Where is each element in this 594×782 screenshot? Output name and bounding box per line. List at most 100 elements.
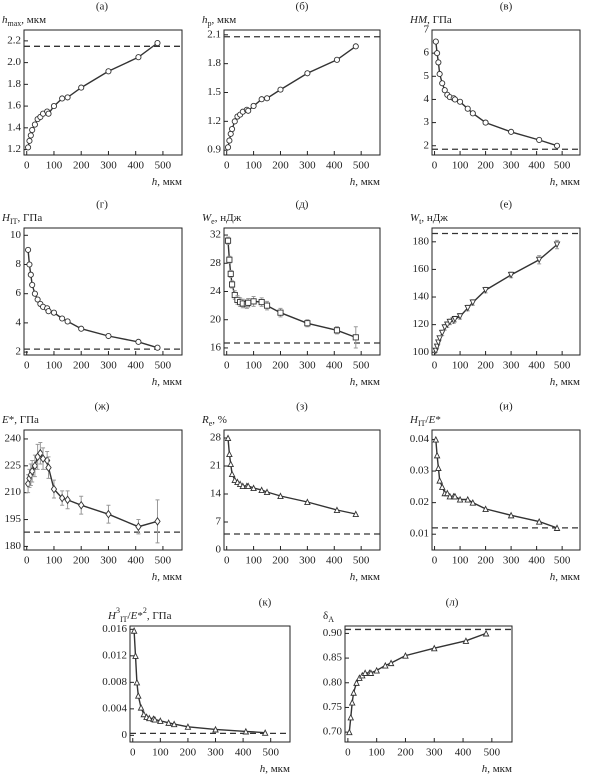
data-point xyxy=(350,689,357,696)
y-axis-label: HM, ГПа xyxy=(409,14,452,26)
label-part: , мкм xyxy=(555,376,580,388)
data-point xyxy=(435,464,442,471)
data-point xyxy=(59,95,66,102)
label-part: IT xyxy=(10,217,18,226)
data-point xyxy=(263,488,271,496)
y-tick-label: 0.02 xyxy=(410,496,429,508)
data-point xyxy=(333,327,341,334)
y-tick-label: 1.6 xyxy=(7,100,21,112)
panel-label: (а) xyxy=(96,1,109,13)
panel-label: (з) xyxy=(296,401,308,413)
x-axis-label: h, мкм xyxy=(152,176,182,188)
label-part: , ГПа xyxy=(147,610,172,622)
y-tick-label: 140 xyxy=(413,291,430,303)
data-point xyxy=(258,96,265,103)
x-tick-label: 300 xyxy=(100,360,117,372)
label-part: h xyxy=(350,571,356,583)
x-tick-label: 100 xyxy=(46,160,63,172)
label-part: H xyxy=(1,212,11,224)
x-tick-label: 300 xyxy=(299,160,316,172)
data-point xyxy=(105,509,112,519)
label-part: , мкм xyxy=(355,176,380,188)
data-point xyxy=(438,329,446,337)
label-part: *, ГПа xyxy=(9,414,39,426)
data-point xyxy=(34,296,41,303)
x-tick-label: 500 xyxy=(155,360,172,372)
plot-frame xyxy=(344,625,513,743)
y-tick-label: 4 xyxy=(424,93,430,105)
x-tick-label: 0 xyxy=(432,555,438,567)
data-point xyxy=(553,241,561,249)
label-part: h xyxy=(152,176,158,188)
data-point xyxy=(105,68,112,75)
data-point xyxy=(277,492,284,500)
data-point xyxy=(226,256,233,263)
label-part: , нДж xyxy=(215,212,242,224)
y-tick-label: 28 xyxy=(210,432,222,444)
x-tick-label: 400 xyxy=(127,555,144,567)
x-tick-label: 100 xyxy=(245,555,262,567)
label-part: HM xyxy=(409,14,428,26)
data-point xyxy=(507,511,515,519)
plot-frame xyxy=(23,29,183,156)
data-point xyxy=(59,315,66,322)
y-tick-label: 0.85 xyxy=(323,652,343,664)
y-tick-label: 0.75 xyxy=(323,701,343,713)
data-point xyxy=(536,136,543,144)
data-point xyxy=(29,281,36,288)
x-tick-label: 0 xyxy=(24,555,30,567)
y-axis-label: We, нДж xyxy=(202,212,242,227)
x-tick-label: 300 xyxy=(100,160,117,172)
y-tick-label: 0.04 xyxy=(410,433,430,445)
y-tick-label: 0.90 xyxy=(323,627,343,639)
x-tick-label: 500 xyxy=(155,160,172,172)
x-tick-label: 100 xyxy=(452,360,469,372)
y-tick-label: 1.2 xyxy=(7,143,21,155)
data-point xyxy=(45,110,52,117)
label-part: , мкм xyxy=(355,376,380,388)
label-part: E xyxy=(130,610,138,622)
y-tick-label: 195 xyxy=(5,513,22,525)
data-point xyxy=(145,714,153,722)
data-point xyxy=(31,461,39,471)
x-tick-label: 300 xyxy=(299,360,316,372)
label-part: , мкм xyxy=(555,571,580,583)
data-point xyxy=(436,476,443,484)
label-part: H xyxy=(409,414,419,426)
plot-frame xyxy=(431,429,581,551)
data-point xyxy=(535,517,543,525)
y-tick-label: 2 xyxy=(16,346,22,358)
data-point xyxy=(443,489,451,497)
data-point xyxy=(469,299,477,307)
label-part: IT xyxy=(120,615,128,624)
data-point xyxy=(250,298,257,305)
x-tick-label: 0 xyxy=(24,360,30,372)
data-point xyxy=(258,486,265,494)
label-part: h xyxy=(482,763,488,775)
data-point xyxy=(37,448,44,458)
plot-frame xyxy=(223,429,381,551)
label-part: , мкм xyxy=(265,763,290,775)
x-tick-label: 200 xyxy=(477,555,494,567)
data-point xyxy=(263,95,271,102)
label-part: , нДж xyxy=(421,212,448,224)
data-point xyxy=(226,137,233,144)
data-point xyxy=(387,659,395,667)
x-tick-label: 100 xyxy=(46,360,63,372)
label-part: H xyxy=(107,610,117,622)
data-point xyxy=(137,703,145,711)
y-tick-label: 0.008 xyxy=(102,676,127,688)
y-tick-label: 160 xyxy=(413,263,430,275)
y-tick-label: 210 xyxy=(5,486,22,498)
x-tick-label: 500 xyxy=(484,747,501,759)
data-point xyxy=(261,729,269,736)
data-point xyxy=(224,434,232,442)
y-axis-label: HIT, ГПа xyxy=(1,212,42,227)
x-axis-label: h, мкм xyxy=(482,763,512,775)
y-tick-label: 4 xyxy=(16,316,22,328)
y-tick-label: 180 xyxy=(413,235,430,247)
label-part: , мкм xyxy=(157,571,182,583)
x-tick-label: 200 xyxy=(272,360,289,372)
data-point xyxy=(250,484,257,492)
